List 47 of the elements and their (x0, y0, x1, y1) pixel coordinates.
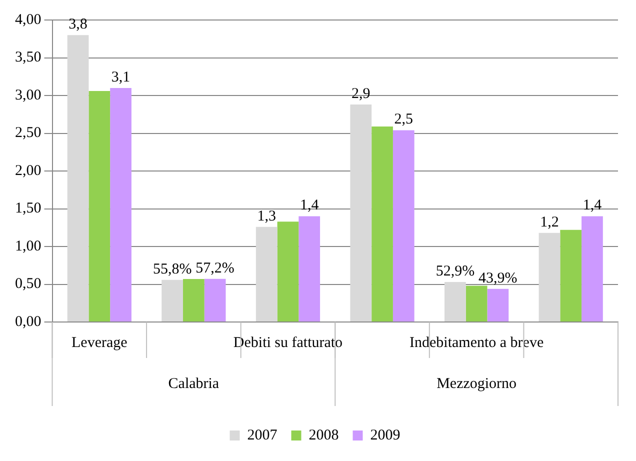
bar (466, 286, 488, 322)
y-tick-label: 4,00 (15, 12, 42, 28)
data-label: 1,4 (582, 198, 602, 214)
y-tick-label: 2,00 (15, 162, 42, 179)
data-label: 55,8% (152, 261, 192, 278)
y-tick-label: 3,50 (15, 50, 42, 66)
bar (350, 104, 372, 322)
bar (256, 226, 278, 322)
text: Calabria (168, 376, 220, 392)
y-tick-label: 2,50 (15, 125, 42, 142)
data-label: 3,8 (68, 16, 88, 33)
bar (88, 90, 110, 322)
bar (298, 216, 320, 322)
bar (538, 232, 560, 322)
legend-label: 2009 (370, 427, 400, 444)
legend-label: 2008 (308, 427, 339, 444)
bar (444, 282, 466, 322)
bar (110, 88, 132, 322)
text: Mezzogiorno (436, 376, 517, 392)
data-label: 57,2% (196, 260, 234, 276)
bar (560, 230, 582, 322)
legend-label: 2007 (247, 427, 278, 444)
data-label: 1,3 (257, 208, 276, 224)
bar (582, 216, 603, 322)
bar (487, 288, 509, 322)
bar (183, 278, 204, 322)
data-label: 2,5 (394, 112, 414, 128)
x-tick-label: Indebitamento a breve (410, 334, 544, 351)
data-label: 2,9 (352, 86, 370, 102)
data-label: 52,9% (436, 264, 475, 280)
bar (204, 278, 226, 322)
data-label: 43,9% (478, 270, 518, 286)
x-tick-label: Debiti su fatturato (233, 334, 343, 351)
data-label: 1,4 (300, 198, 320, 214)
bar (392, 130, 414, 322)
x-tick-label: Leverage (71, 334, 128, 351)
y-tick-label: 0,00 (15, 314, 42, 330)
bar (372, 126, 393, 322)
y-tick-label: 0,50 (15, 276, 42, 292)
y-tick-label: 1,50 (15, 200, 42, 217)
data-label: 3,1 (111, 69, 130, 86)
data-label: 1,2 (540, 214, 559, 230)
y-tick-label: 1,00 (15, 238, 42, 254)
bar (277, 222, 299, 322)
bar (162, 280, 183, 322)
y-tick-label: 3,00 (15, 87, 42, 104)
bar (67, 35, 89, 322)
